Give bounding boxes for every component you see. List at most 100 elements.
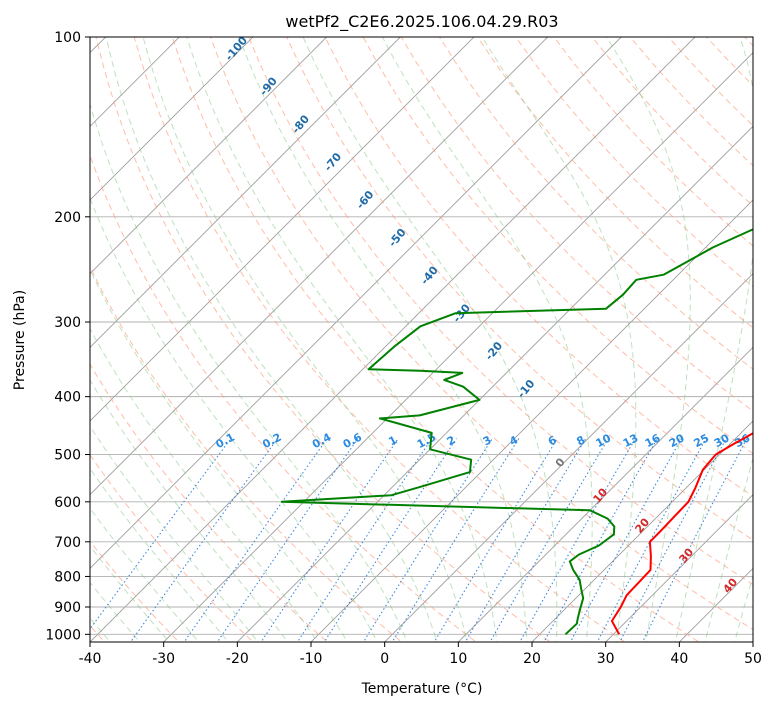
moist-adiabat-label: 10 — [590, 485, 610, 505]
mixing-ratio-line — [129, 438, 279, 642]
isotherm-line — [90, 37, 475, 422]
y-tick-label: 500 — [54, 448, 81, 464]
dry-adiabat-line — [744, 37, 753, 47]
isotherm-line — [90, 37, 328, 275]
series-line — [610, 432, 753, 635]
dry-adiabat-line — [362, 37, 753, 455]
mixing-ratio-label: 0.1 — [214, 431, 237, 452]
dry-adiabat-line — [477, 37, 753, 329]
x-tick-label: -20 — [226, 651, 249, 667]
mixing-ratio-label: 13 — [621, 432, 641, 451]
isotherm-line — [90, 37, 622, 569]
dry-adiabat-line — [515, 37, 753, 288]
mixing-ratio-line — [543, 438, 658, 642]
x-tick-label: -40 — [79, 651, 102, 667]
y-tick-label: 400 — [54, 390, 81, 406]
isotherm-line — [90, 37, 696, 642]
moist-adiabat-label: 20 — [632, 515, 652, 535]
dry-adiabat-label: -60 — [354, 188, 377, 212]
mixing-ratio-line — [433, 438, 558, 642]
dry-adiabat-label: -40 — [418, 263, 441, 287]
mixing-ratio-line — [90, 438, 232, 630]
mixing-ratio-label: 16 — [643, 431, 663, 450]
isotherm-line — [605, 494, 753, 642]
dry-adiabat-line — [95, 37, 552, 642]
moist-adiabat-line — [90, 268, 348, 642]
dry-adiabat-line — [90, 153, 477, 642]
x-tick-label: 40 — [670, 651, 688, 667]
x-tick-label: 20 — [523, 651, 541, 667]
isotherm-line — [310, 199, 753, 642]
y-tick-label: 300 — [54, 315, 81, 331]
y-tick-label: 900 — [54, 600, 81, 616]
dry-adiabat-label: -50 — [386, 226, 409, 250]
dry-adiabat-line — [438, 37, 753, 370]
mixing-ratio-line — [619, 438, 727, 642]
mixing-ratio-label: 3 — [481, 433, 494, 448]
isotherm-line — [90, 37, 180, 127]
moist-adiabat-line — [90, 196, 378, 642]
mixing-ratio-label: 20 — [667, 431, 687, 450]
mixing-ratio-line — [323, 438, 457, 642]
mixing-ratio-line — [641, 438, 748, 642]
isotherm-line — [0, 10, 59, 659]
moist-adiabat-line — [90, 102, 408, 642]
isotherm-line — [90, 37, 254, 201]
x-tick-label: -30 — [152, 651, 175, 667]
x-tick-label: 10 — [449, 651, 467, 667]
mixing-ratio-label: 4 — [507, 433, 520, 448]
isotherm-line — [90, 37, 401, 348]
moist-adiabat-line — [302, 37, 558, 642]
isotherm-line — [90, 37, 549, 496]
moist-adiabat-label: 30 — [676, 545, 696, 565]
mixing-ratio-line — [489, 438, 609, 642]
dry-adiabat-label: -20 — [483, 339, 506, 363]
y-tick-label: 100 — [54, 30, 81, 46]
mixing-ratio-line — [391, 438, 520, 642]
mixing-ratio-label: 10 — [594, 431, 614, 450]
dry-adiabat-line — [553, 37, 753, 247]
x-tick-label: 50 — [744, 651, 762, 667]
mixing-ratio-line — [569, 438, 682, 642]
moist-adiabat-line — [90, 507, 200, 642]
moist-adiabat-line — [238, 37, 528, 642]
dry-adiabat-line — [248, 37, 753, 586]
mixing-ratio-label: 30 — [712, 431, 732, 450]
isotherm-line — [163, 52, 753, 642]
mixing-ratio-line — [362, 438, 493, 642]
moist-adiabat-line — [105, 37, 438, 642]
mixing-ratio-line — [183, 438, 328, 642]
x-tick-label: 30 — [597, 651, 615, 667]
moist-adiabat-line — [90, 327, 319, 642]
series-line — [280, 228, 753, 636]
isotherm-line — [384, 273, 753, 642]
x-axis-title: Temperature (°C) — [361, 681, 483, 697]
y-tick-label: 700 — [54, 535, 81, 551]
mixing-ratio-label: 0.4 — [310, 430, 334, 451]
dry-adiabat-line — [667, 37, 753, 127]
chart-title: wetPf2_C2E6.2025.106.04.29.R03 — [285, 12, 558, 32]
dry-adiabat-label: -100 — [222, 34, 250, 64]
moist-adiabat-line — [90, 379, 289, 642]
moist-adiabat-label: 0 — [553, 455, 568, 469]
y-tick-label: 1000 — [45, 627, 81, 643]
moist-adiabat-line — [90, 425, 259, 642]
dry-adiabat-line — [591, 37, 753, 207]
dry-adiabat-line — [400, 37, 753, 412]
y-axis-title: Pressure (hPa) — [12, 290, 28, 390]
moist-adiabat-line — [90, 545, 170, 642]
moist-adiabat-line — [734, 574, 753, 642]
moist-adiabat-label: 40 — [720, 575, 740, 595]
plot-frame — [89, 36, 754, 643]
mixing-ratio-label: 25 — [692, 432, 712, 451]
y-tick-label: 200 — [54, 210, 81, 226]
mixing-ratio-label: 1.5 — [415, 431, 438, 452]
dry-adiabat-line — [90, 363, 329, 642]
moist-adiabat-line — [142, 37, 468, 642]
moist-adiabat-line — [90, 467, 229, 642]
mixing-ratio-line — [464, 438, 587, 642]
isotherm-line — [531, 420, 753, 642]
y-tick-label: 800 — [54, 569, 81, 585]
